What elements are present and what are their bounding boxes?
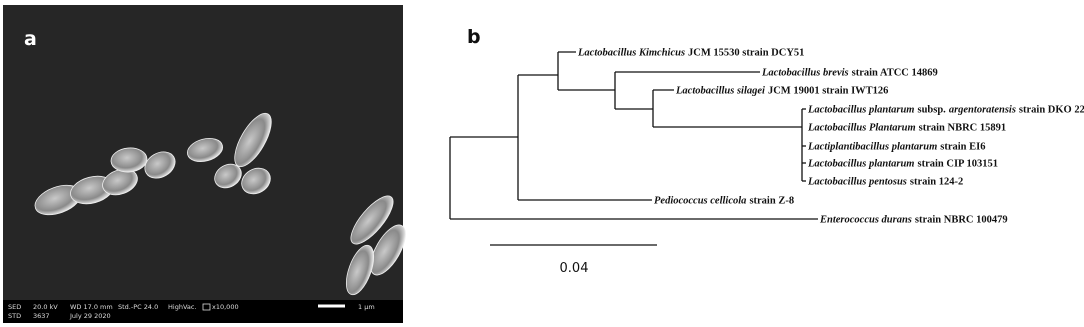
leaf-text: subsp. [917,105,946,116]
leaf-text: strain EI6 [940,142,985,153]
scale-label: 0.04 [560,261,589,276]
tree-branches [449,51,818,246]
leaf-text: strain 124-2 [910,177,963,188]
leaf-label: Enterococcus durans strain NBRC 100479 [819,215,1008,226]
leaf-text: Lactobacillus pentosus [807,177,907,188]
leaf-text: strain NBRC 15891 [919,123,1007,134]
info-text: 3637 [33,312,50,320]
leaf-label: Lactobacillus Kimchicus JCM 15530 strain … [577,48,804,59]
info-bar [3,300,403,323]
leaf-text: strain NBRC 100479 [915,215,1008,226]
leaf-text: strain DKO 22 [1019,105,1084,116]
info-text: HighVac. [168,303,197,311]
leaf-text: Lactiplantibacillus plantarum [807,142,937,153]
leaf-label: Lactobacillus silagei JCM 19001 strain IW… [675,86,888,97]
leaf-label: Lactiplantibacillus plantarum strain EI6 [807,142,985,153]
leaf-text: strain CIP 103151 [917,159,998,170]
leaf-text: argentoratensis [949,105,1016,116]
bacteria [34,112,406,296]
leaf-text: JCM 19001 strain IWT126 [768,86,888,97]
sem-panel: a SED 20.0 kV WD 17.0 mm Std.-PC 24.0 Hi… [3,5,406,323]
camera-icon [202,303,211,311]
panel-label: a [24,28,37,50]
leaf-label: Pediococcus cellicola strain Z-8 [654,196,794,207]
info-text: WD 17.0 mm [70,303,113,311]
leaf-label: Lactobacillus pentosus strain 124-2 [807,177,963,188]
leaf-label: Lactobacillus plantarum strain CIP 103151 [807,159,998,170]
leaf-text: strain ATCC 14869 [852,68,938,79]
info-text: SED [8,303,21,311]
leaf-label: Lactobacillus brevis strain ATCC 14869 [761,68,938,79]
leaf-text: Lactobacillus Plantarum [807,123,916,134]
leaf-text: Lactobacillus Kimchicus [577,48,685,59]
leaf-text: Lactobacillus plantarum [807,159,914,170]
leaf-text: Pediococcus cellicola [654,196,746,207]
leaf-labels: Lactobacillus Kimchicus JCM 15530 strain … [577,48,1084,226]
info-text: x10,000 [212,303,239,311]
leaf-text: strain Z-8 [749,196,794,207]
info-text: 1 μm [358,303,375,311]
info-text: STD [8,312,21,320]
leaf-text: Lactobacillus plantarum [807,105,914,116]
sem-image [3,5,403,323]
leaf-text: JCM 15530 strain DCY51 [688,48,804,59]
info-text: 20.0 kV [33,303,58,311]
leaf-label: Lactobacillus plantarum subsp. argentorate… [807,105,1084,116]
panel-label: b [467,26,481,48]
leaf-text: Lactobacillus silagei [675,86,765,97]
info-text: July 29 2020 [69,312,111,320]
leaf-label: Lactobacillus Plantarum strain NBRC 15891 [807,123,1006,134]
leaf-text: Enterococcus durans [819,215,912,226]
tree-panel: b Lactobacillus Kimchicus JCM 15530 stra [449,26,1084,276]
info-text: Std.-PC 24.0 [118,303,158,311]
leaf-text: Lactobacillus brevis [761,68,849,79]
